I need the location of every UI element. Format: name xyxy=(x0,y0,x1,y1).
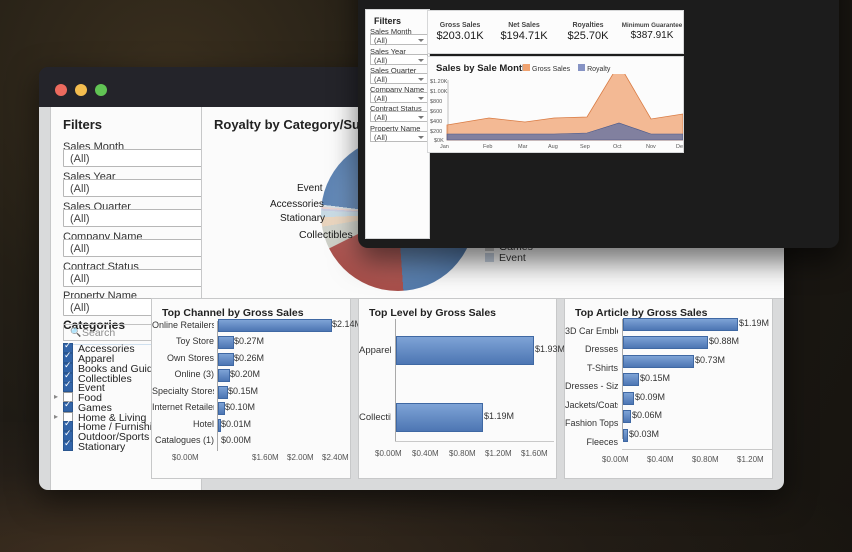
svg-text:Dec: Dec xyxy=(676,144,683,150)
svg-text:Nov: Nov xyxy=(646,144,656,150)
svg-text:$1.20K: $1.20K xyxy=(430,79,448,85)
svg-text:Sep: Sep xyxy=(580,144,590,150)
svg-text:$600: $600 xyxy=(430,109,442,115)
svg-text:Mar: Mar xyxy=(518,144,528,150)
svg-text:$1.00K: $1.00K xyxy=(430,89,448,95)
svg-text:Oct: Oct xyxy=(613,144,622,150)
svg-text:Jan: Jan xyxy=(440,144,449,150)
svg-text:Feb: Feb xyxy=(483,144,492,150)
svg-text:$800: $800 xyxy=(430,99,442,105)
svg-text:$200: $200 xyxy=(430,129,442,135)
svg-text:$400: $400 xyxy=(430,119,442,125)
svg-text:Aug: Aug xyxy=(548,144,558,150)
